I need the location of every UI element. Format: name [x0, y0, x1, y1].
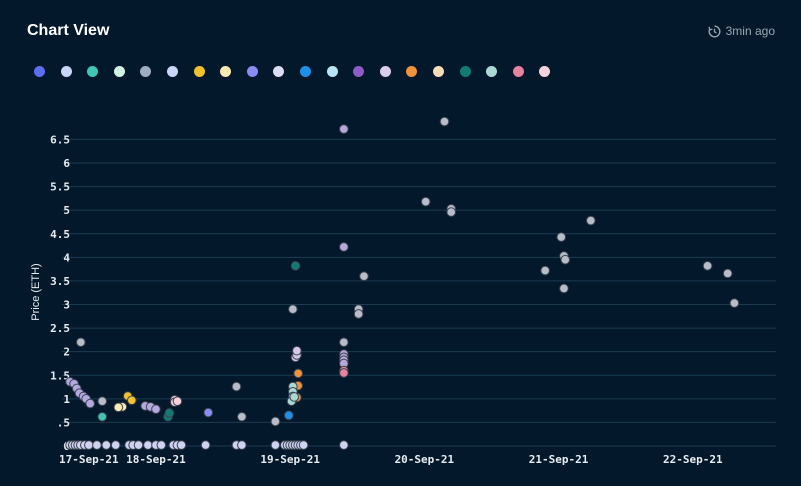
- data-point[interactable]: [560, 254, 571, 265]
- data-point[interactable]: [101, 440, 112, 450]
- data-point[interactable]: [203, 407, 214, 418]
- y-tick-label: 1.5: [50, 369, 70, 382]
- data-point[interactable]: [75, 337, 86, 348]
- x-tick-label: 22-Sep-21: [663, 453, 723, 466]
- legend-item[interactable]: [193, 66, 205, 77]
- y-tick-label: 4.5: [50, 228, 70, 241]
- legend-item[interactable]: [353, 66, 365, 77]
- y-tick-label: .5: [57, 416, 70, 429]
- data-point[interactable]: [237, 440, 247, 450]
- data-point[interactable]: [293, 368, 304, 379]
- y-tick-label: 6.5: [50, 133, 70, 146]
- data-point[interactable]: [290, 261, 301, 271]
- data-point[interactable]: [446, 207, 457, 217]
- data-point[interactable]: [439, 116, 450, 127]
- data-point[interactable]: [237, 411, 247, 422]
- data-point[interactable]: [231, 381, 242, 392]
- data-point[interactable]: [110, 440, 121, 450]
- data-point[interactable]: [172, 396, 183, 406]
- page-title: Chart View: [27, 22, 110, 39]
- y-tick-label: 3: [63, 299, 70, 312]
- data-point[interactable]: [339, 124, 349, 134]
- y-axis-label: Price (ETH): [30, 263, 42, 320]
- data-point[interactable]: [284, 410, 294, 421]
- x-tick-label: 19-Sep-21: [260, 453, 320, 466]
- data-point[interactable]: [585, 215, 596, 226]
- y-tick-label: 6: [63, 157, 70, 170]
- data-point[interactable]: [420, 196, 431, 207]
- y-tick-label: 2: [63, 346, 70, 359]
- data-point[interactable]: [143, 440, 153, 450]
- data-point[interactable]: [164, 408, 175, 418]
- data-point[interactable]: [92, 440, 102, 450]
- data-point[interactable]: [156, 440, 167, 450]
- legend-item[interactable]: [140, 66, 152, 77]
- chart-header: Chart View 3min ago: [27, 20, 775, 44]
- legend-item[interactable]: [246, 66, 258, 77]
- legend-item[interactable]: [300, 66, 311, 77]
- data-point[interactable]: [97, 411, 108, 422]
- y-tick-label: 5.5: [50, 181, 70, 194]
- x-axis-ticks: 17-Sep-21 18-Sep-21 19-Sep-21 20-Sep-21 21-S…: [59, 453, 723, 466]
- data-point[interactable]: [270, 416, 281, 427]
- legend-item[interactable]: [34, 66, 45, 77]
- y-tick-label: 4: [63, 251, 70, 264]
- y-tick-label: 3.5: [50, 275, 70, 288]
- data-point[interactable]: [722, 268, 733, 279]
- data-point[interactable]: [339, 337, 349, 348]
- y-tick-label: 5: [63, 204, 70, 217]
- data-point[interactable]: [270, 440, 281, 450]
- legend-item[interactable]: [326, 66, 338, 77]
- data-point[interactable]: [339, 368, 349, 378]
- data-point[interactable]: [556, 232, 567, 242]
- y-axis-ticks: 0.511.522.533.544.555.566.5: [50, 133, 70, 453]
- x-tick-label: 20-Sep-21: [395, 453, 455, 466]
- x-tick-label: 17-Sep-21: [59, 453, 119, 466]
- legend-item[interactable]: [87, 66, 99, 77]
- legend-item[interactable]: [539, 66, 551, 77]
- data-point[interactable]: [176, 440, 187, 450]
- clock-refresh-icon: [708, 25, 721, 37]
- legend-item[interactable]: [273, 66, 285, 77]
- data-point[interactable]: [126, 395, 137, 406]
- legend-item[interactable]: [459, 66, 471, 77]
- legend-item[interactable]: [512, 66, 524, 77]
- x-tick-label: 18-Sep-21: [126, 453, 186, 466]
- legend-item[interactable]: [433, 66, 444, 77]
- data-point[interactable]: [289, 392, 299, 402]
- data-point[interactable]: [85, 398, 95, 409]
- data-point[interactable]: [702, 261, 713, 271]
- chart-grid: [62, 138, 776, 447]
- y-tick-label: 1: [63, 393, 70, 406]
- legend-item[interactable]: [113, 66, 125, 77]
- data-point[interactable]: [133, 440, 144, 450]
- data-point[interactable]: [353, 309, 364, 319]
- data-point[interactable]: [84, 440, 94, 450]
- legend-item[interactable]: [60, 66, 72, 77]
- legend-item[interactable]: [486, 66, 498, 77]
- data-point[interactable]: [298, 440, 309, 450]
- data-point[interactable]: [339, 440, 349, 450]
- last-updated-text: 3min ago: [725, 24, 775, 38]
- legend-item[interactable]: [220, 66, 232, 77]
- data-points: [65, 116, 740, 450]
- legend-item[interactable]: [167, 66, 178, 77]
- data-point[interactable]: [540, 265, 550, 276]
- data-point[interactable]: [339, 242, 349, 252]
- last-updated-indicator[interactable]: 3min ago: [708, 24, 775, 38]
- data-point[interactable]: [200, 440, 211, 450]
- data-point[interactable]: [151, 404, 161, 415]
- data-point[interactable]: [729, 298, 740, 308]
- legend-item[interactable]: [406, 66, 418, 77]
- legend-item[interactable]: [379, 66, 391, 77]
- data-point[interactable]: [359, 271, 369, 282]
- y-tick-label: 2.5: [50, 322, 70, 335]
- data-point[interactable]: [559, 283, 569, 294]
- data-point[interactable]: [292, 345, 302, 356]
- data-point[interactable]: [97, 396, 108, 406]
- data-point[interactable]: [288, 304, 298, 315]
- data-point[interactable]: [113, 402, 124, 413]
- x-tick-label: 21-Sep-21: [529, 453, 589, 466]
